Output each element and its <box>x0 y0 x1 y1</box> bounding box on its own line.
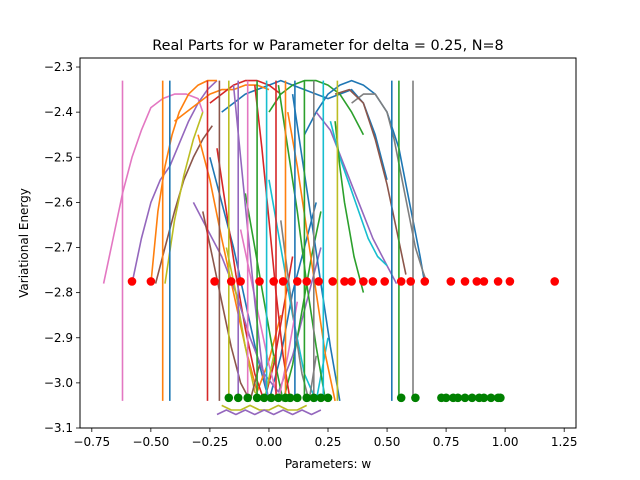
x-tick-label: 0.75 <box>433 435 460 449</box>
scatter-point-0-25 <box>505 277 515 286</box>
scatter-point-0-17 <box>396 277 406 286</box>
y-tick-label: −2.9 <box>44 331 73 345</box>
scatter-layer <box>127 277 559 403</box>
series-line-8 <box>209 79 282 104</box>
scatter-point-0-16 <box>380 277 390 286</box>
x-tick-label: 0.00 <box>256 435 283 449</box>
series-line-51 <box>216 409 322 416</box>
scatter-point-1-26 <box>496 393 505 403</box>
series-line-21 <box>268 179 329 402</box>
scatter-point-1-19 <box>453 393 463 403</box>
series-layer <box>102 79 428 416</box>
scatter-point-0-8 <box>293 277 302 286</box>
scatter-point-0-2 <box>210 277 219 286</box>
y-tick-label: −2.5 <box>44 150 73 164</box>
scatter-point-0-15 <box>368 277 378 286</box>
scatter-point-0-21 <box>460 277 470 286</box>
series-line-27 <box>287 111 336 402</box>
scatter-point-0-19 <box>420 277 430 286</box>
scatter-point-1-3 <box>252 393 262 403</box>
series-line-22 <box>280 220 317 402</box>
x-tick-label: 0.25 <box>315 435 342 449</box>
scatter-point-1-2 <box>243 393 252 403</box>
chart-title: Real Parts for w Parameter for delta = 0… <box>152 38 503 54</box>
series-line-12 <box>334 88 407 275</box>
y-tick-label: −2.3 <box>44 60 73 74</box>
x-tick-label: 0.50 <box>374 435 401 449</box>
scatter-point-0-6 <box>269 277 279 286</box>
series-line-5 <box>164 111 204 284</box>
scatter-point-1-6 <box>274 393 283 403</box>
series-line-14 <box>329 120 388 267</box>
x-axis-label: Parameters: w <box>285 457 372 471</box>
series-line-15 <box>334 121 365 293</box>
scatter-point-0-4 <box>236 277 245 286</box>
x-tick-label: 1.25 <box>551 435 578 449</box>
scatter-point-0-23 <box>479 277 489 286</box>
series-line-2 <box>131 80 218 284</box>
scatter-point-0-22 <box>472 277 482 286</box>
scatter-point-1-13 <box>323 393 333 403</box>
y-tick-label: −3.1 <box>44 421 73 435</box>
scatter-point-0-20 <box>446 277 456 286</box>
scatter-point-0-3 <box>226 277 236 286</box>
scatter-point-1-0 <box>224 393 234 403</box>
scatter-point-1-4 <box>259 393 269 403</box>
scatter-point-1-9 <box>293 393 302 403</box>
scatter-point-1-20 <box>460 393 470 403</box>
x-tick-label: −0.25 <box>192 435 229 449</box>
scatter-point-0-7 <box>278 277 288 286</box>
scatter-point-1-11 <box>309 393 319 403</box>
series-line-26 <box>291 93 341 402</box>
y-tick-label: −2.8 <box>44 286 73 300</box>
y-tick-label: −2.6 <box>44 195 73 209</box>
scatter-point-1-14 <box>396 393 406 403</box>
scatter-point-0-12 <box>340 277 349 286</box>
series-line-29 <box>254 85 291 402</box>
scatter-point-0-9 <box>302 277 312 286</box>
series-line-24 <box>225 247 275 402</box>
scatter-point-0-14 <box>359 277 368 286</box>
x-tick-label: −0.75 <box>73 435 110 449</box>
scatter-point-1-23 <box>479 393 489 403</box>
scatter-point-1-12 <box>316 393 326 403</box>
scatter-point-1-8 <box>285 393 295 403</box>
series-line-7 <box>174 84 270 122</box>
series-line-3 <box>150 79 217 284</box>
scatter-point-1-21 <box>467 393 477 403</box>
scatter-point-1-5 <box>267 393 276 403</box>
y-tick-label: −2.7 <box>44 241 73 255</box>
y-axis: −3.1 −3.0 −2.9 −2.8 −2.7 −2.6 −2.5 −2.4 −2.3 <box>44 60 80 435</box>
x-axis: −0.75 −0.50 −0.25 0.00 0.25 0.50 0.75 1.00 1.25 <box>73 428 578 449</box>
scatter-point-1-24 <box>486 393 496 403</box>
series-line-23 <box>239 229 299 402</box>
series-line-0 <box>102 93 204 284</box>
y-tick-label: −2.4 <box>44 105 73 119</box>
x-tick-label: 1.00 <box>492 435 519 449</box>
series-line-4 <box>154 125 213 284</box>
scatter-point-0-11 <box>328 277 338 286</box>
scatter-point-0-18 <box>406 277 416 286</box>
series-line-30 <box>232 85 270 402</box>
scatter-point-0-26 <box>550 277 559 286</box>
y-tick-label: −3.0 <box>44 376 73 390</box>
series-line-11 <box>351 93 428 284</box>
scatter-point-0-5 <box>255 277 264 286</box>
scatter-point-0-1 <box>146 277 156 286</box>
x-tick-label: −0.50 <box>132 435 169 449</box>
scatter-point-0-10 <box>314 277 323 286</box>
scatter-point-0-0 <box>127 277 137 286</box>
scatter-point-0-13 <box>347 277 356 286</box>
scatter-point-1-1 <box>233 393 243 403</box>
y-axis-label: Variational Energy <box>17 188 31 298</box>
scatter-point-1-15 <box>411 393 420 403</box>
scatter-point-0-24 <box>493 277 503 286</box>
scatter-point-1-17 <box>441 393 451 403</box>
scatter-point-1-10 <box>302 393 312 403</box>
